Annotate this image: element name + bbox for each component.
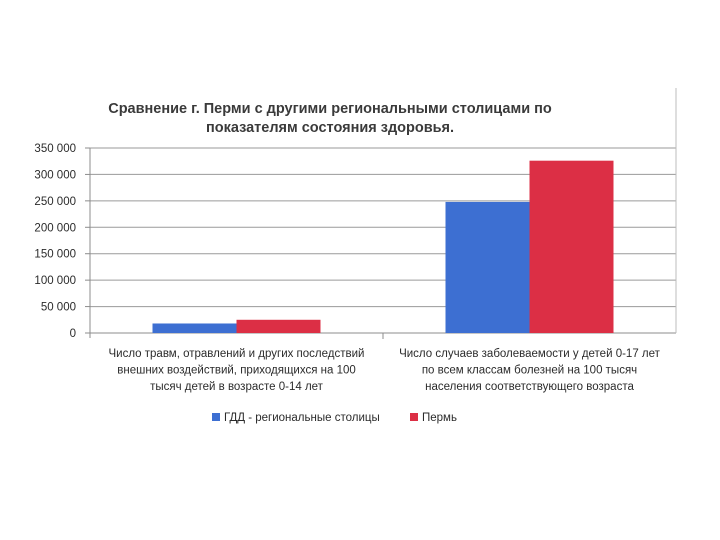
bar-perm-2 — [529, 160, 614, 333]
x-category-label: по всем классам болезней на 100 тысяч — [422, 365, 637, 377]
bar-gdd-1 — [152, 323, 237, 333]
chart-title: Сравнение г. Перми с другими региональны… — [108, 101, 552, 136]
x-category-label: Число травм, отравлений и других последс… — [109, 348, 365, 360]
y-tick-label: 100 000 — [34, 275, 76, 287]
y-tick-label: 0 — [70, 328, 76, 340]
bar-gdd-2 — [445, 201, 530, 333]
legend-label: ГДД - региональные столицы — [224, 412, 380, 424]
chart-title-line-1: Сравнение г. Перми с другими региональны… — [108, 101, 552, 117]
legend: ГДД - региональные столицы Пермь — [212, 412, 457, 424]
x-category-label: внешних воздействий, приходящихся на 100 — [117, 365, 356, 377]
plot-frame — [89, 88, 677, 339]
x-category-label: тысяч детей в возрасте 0-14 лет — [150, 381, 324, 393]
x-axis-category-labels: Число травм, отравлений и других последс… — [109, 348, 661, 393]
y-tick-label: 300 000 — [34, 169, 76, 181]
bar-perm-1 — [236, 319, 321, 333]
chart-title-line-2: показателям состояния здоровья. — [206, 120, 454, 136]
y-tick-label: 50 000 — [41, 302, 76, 314]
y-tick-label: 200 000 — [34, 222, 76, 234]
y-tick-label: 150 000 — [34, 249, 76, 261]
x-category-label: Число случаев заболеваемости у детей 0-1… — [399, 348, 661, 360]
legend-swatch — [212, 413, 220, 421]
legend-swatch — [410, 413, 418, 421]
y-tick-label: 250 000 — [34, 196, 76, 208]
legend-label: Пермь — [422, 412, 457, 424]
x-category-label: населения соответствующего возраста — [425, 381, 634, 393]
bars — [152, 160, 614, 333]
y-axis-ticks: 0 50 000 100 000 150 000 200 000 250 000 300 0… — [34, 143, 76, 340]
y-tick-label: 350 000 — [34, 143, 76, 155]
